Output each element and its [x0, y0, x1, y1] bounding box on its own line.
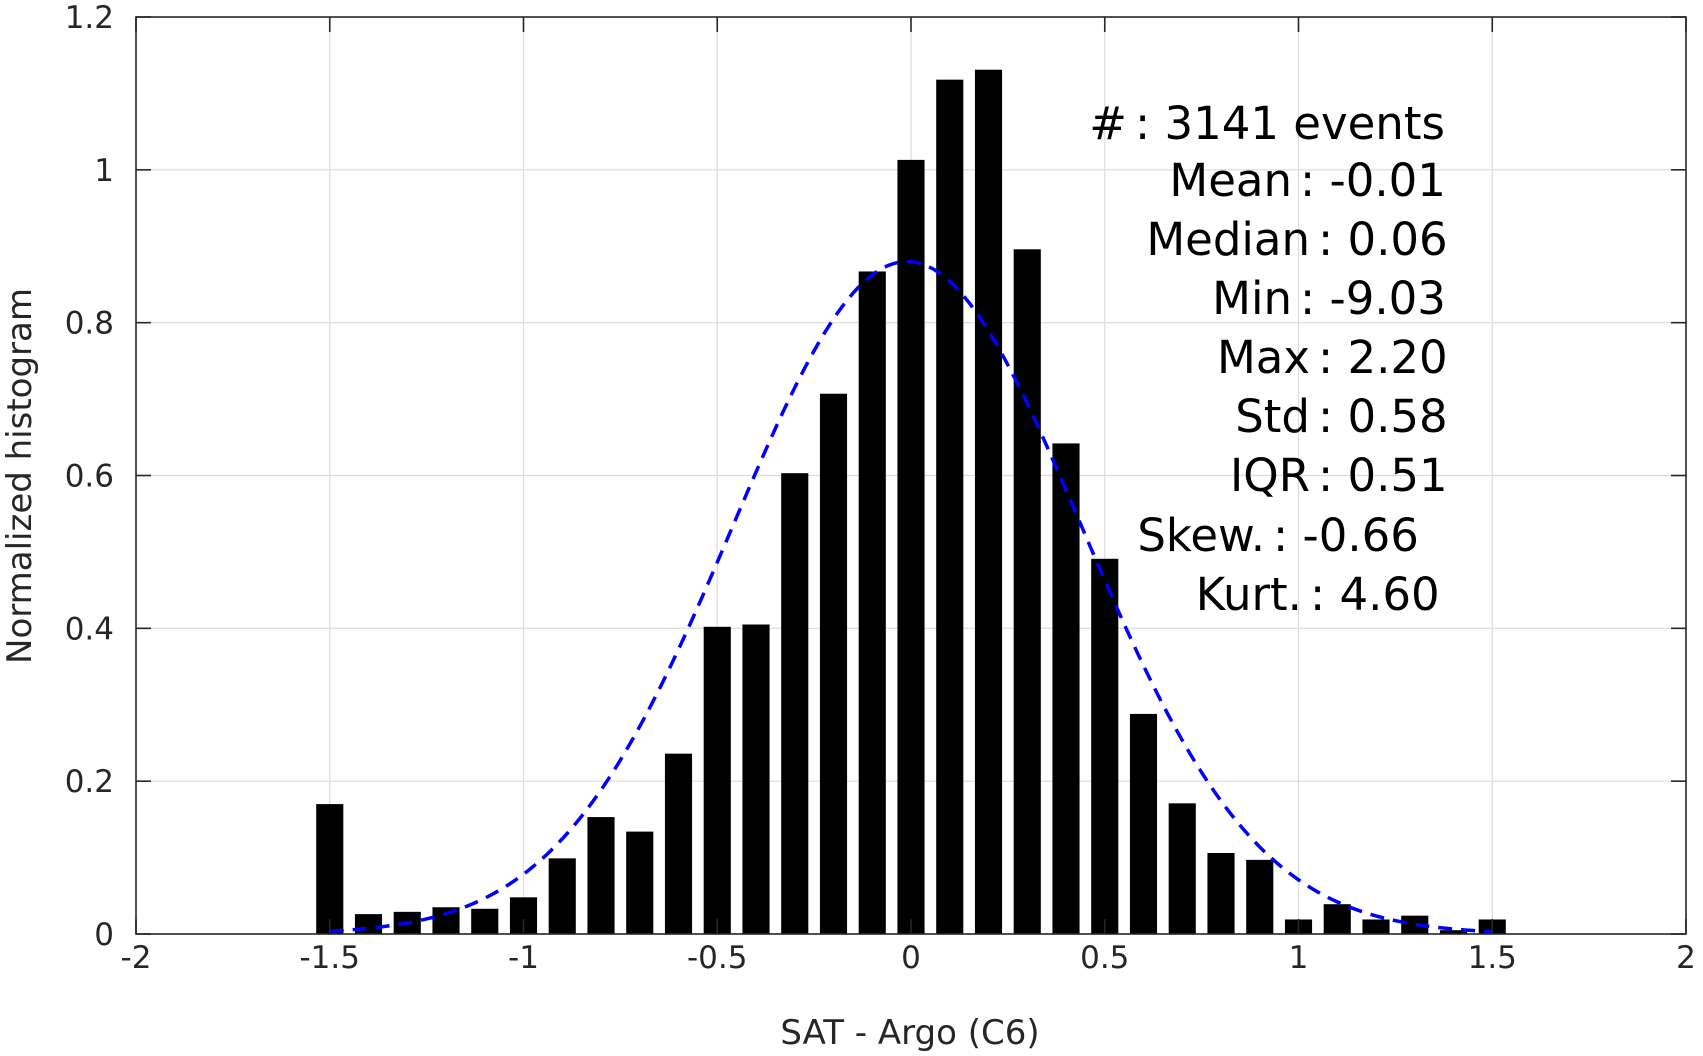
y-tick-labels: 0 0.2 0.4 0.6 0.8 1 1.2 [65, 0, 114, 953]
stat-value: : 4.60 [1310, 568, 1440, 621]
stat-label: Median [1146, 213, 1310, 266]
histogram-bar [626, 831, 654, 934]
histogram-bar [1207, 852, 1235, 934]
x-tick-label: -1 [508, 940, 539, 976]
x-tick-label: -0.5 [687, 940, 748, 976]
stat-value: : 0.51 [1318, 449, 1448, 502]
histogram-bar [858, 271, 886, 934]
x-tick-label: 1.5 [1468, 940, 1517, 976]
stat-label: Std [1235, 390, 1310, 443]
x-tick-label: 2 [1676, 940, 1696, 976]
x-axis-label: SAT - Argo (C6) [780, 1013, 1039, 1053]
histogram-bar [1168, 803, 1196, 934]
y-tick-label: 0.8 [65, 306, 114, 342]
histogram-bar [974, 69, 1003, 935]
bars [316, 69, 1506, 935]
histogram-bar [897, 159, 925, 934]
histogram-bar [587, 817, 615, 934]
histogram-bar [1439, 930, 1468, 934]
histogram-bar [316, 804, 344, 934]
y-axis-label: Normalized histogram [0, 288, 40, 664]
histogram-bar [742, 624, 770, 934]
histogram-bar [1401, 915, 1429, 934]
histogram-bar [664, 753, 693, 934]
histogram-bar [703, 626, 731, 934]
histogram-bar [781, 473, 809, 934]
x-tick-label: -1.5 [300, 940, 361, 976]
stat-value: : -9.03 [1300, 272, 1446, 325]
histogram-bar [354, 914, 383, 934]
stat-value: : -0.66 [1273, 509, 1419, 562]
x-tick-labels: -2 -1.5 -1 -0.5 0 0.5 1 1.5 2 [121, 940, 1696, 976]
histogram-bar [1129, 713, 1158, 934]
histogram-bar [471, 908, 499, 934]
histogram-bar [1362, 919, 1390, 934]
normal-fit-curve [329, 259, 1493, 934]
y-tick-label: 0.4 [65, 611, 114, 647]
x-tick-label: 0 [901, 940, 921, 976]
axis-ticks [135, 16, 1687, 935]
histogram-bar [1323, 904, 1351, 934]
histogram-bar [1052, 443, 1080, 934]
histogram-bar [1013, 249, 1041, 935]
stat-value: : 0.06 [1318, 213, 1448, 266]
stat-label: IQR [1230, 449, 1310, 502]
stat-value: : 2.20 [1318, 331, 1448, 384]
y-tick-label: 0.2 [65, 764, 114, 800]
stat-label: Kurt. [1196, 568, 1302, 621]
y-tick-label: 1 [94, 153, 114, 189]
stat-value: : -0.01 [1300, 154, 1446, 207]
histogram-bar [1246, 859, 1274, 934]
y-tick-label: 0.6 [65, 459, 114, 495]
y-tick-label: 1.2 [65, 0, 114, 36]
x-tick-label: 0.5 [1080, 940, 1129, 976]
histogram-bar [548, 858, 576, 934]
stat-value: : 0.58 [1318, 390, 1448, 443]
x-tick-label: -2 [121, 940, 152, 976]
histogram-bar [819, 393, 848, 935]
stat-label: Mean [1169, 154, 1292, 207]
y-tick-label: 0 [94, 917, 114, 953]
histogram-bar [936, 79, 964, 934]
histogram-bar [1091, 558, 1119, 934]
stat-value: : 3141 events [1135, 97, 1445, 150]
stat-label: # [1089, 97, 1127, 150]
stat-label: Min [1212, 272, 1292, 325]
stat-label: Skew. [1137, 509, 1265, 562]
x-tick-label: 1 [1289, 940, 1309, 976]
stat-label: Max [1217, 331, 1310, 384]
